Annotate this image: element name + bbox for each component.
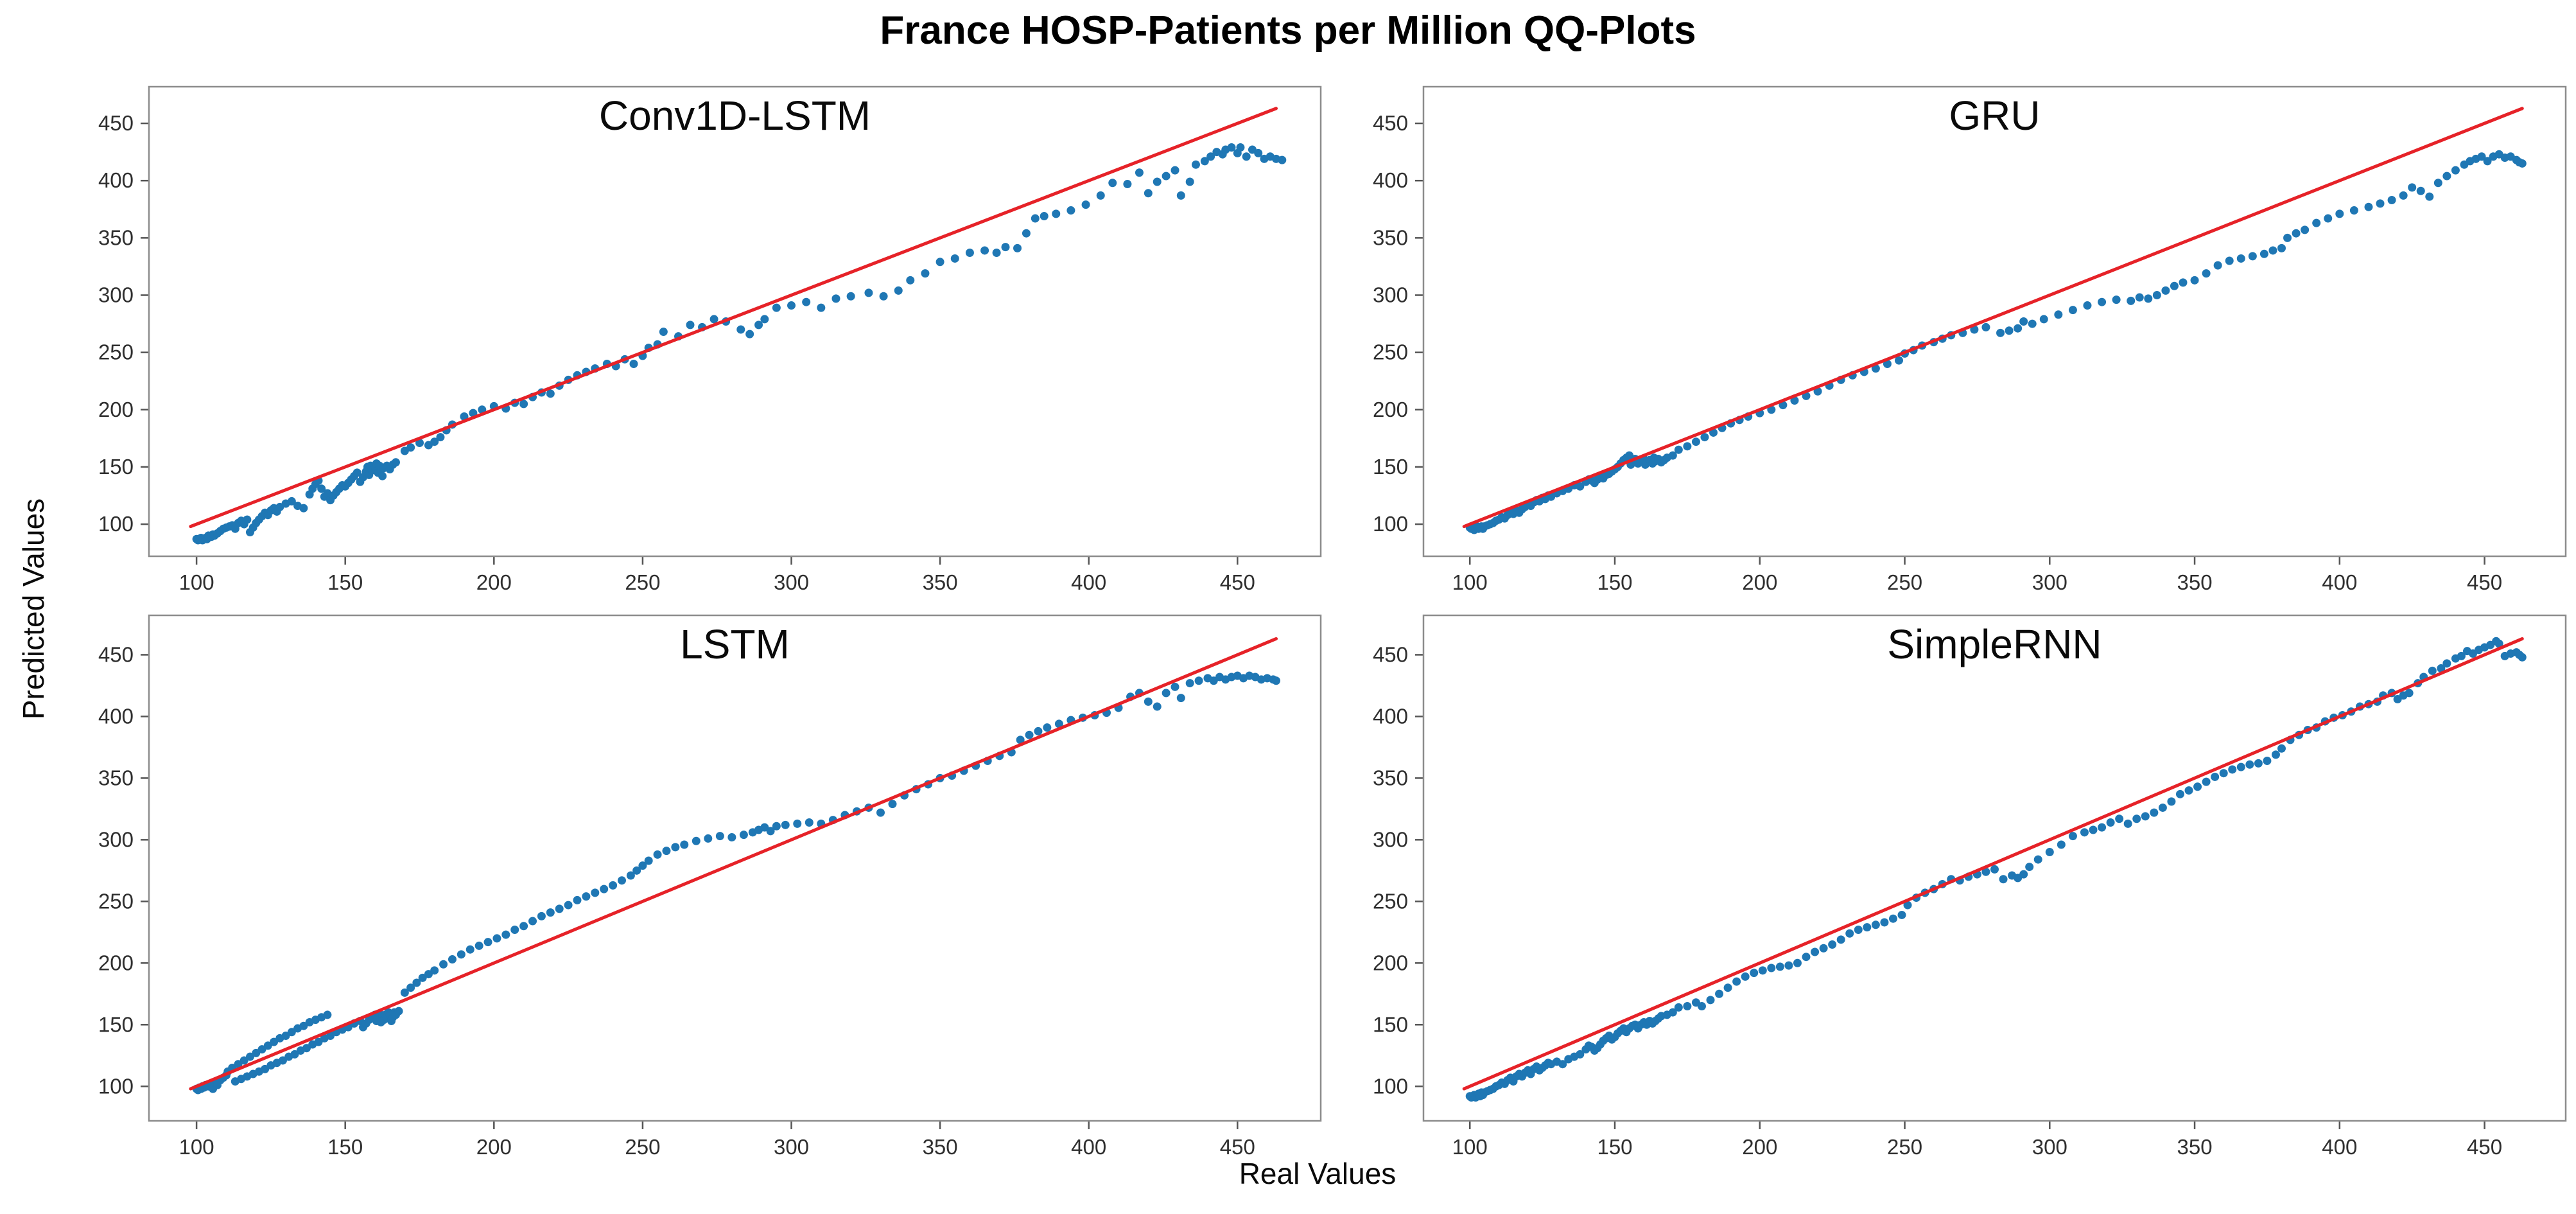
svg-text:350: 350 <box>923 570 958 594</box>
svg-text:200: 200 <box>98 398 134 421</box>
svg-text:300: 300 <box>2032 570 2067 594</box>
svg-text:200: 200 <box>1373 398 1408 421</box>
svg-text:100: 100 <box>98 1074 134 1098</box>
svg-text:400: 400 <box>1373 704 1408 728</box>
svg-text:200: 200 <box>476 1135 512 1159</box>
svg-text:450: 450 <box>2467 570 2502 594</box>
panel-gru: 100 150 200 250 300 350 400 450 100 150 200 250 300 3… <box>1373 85 2567 594</box>
svg-text:250: 250 <box>625 570 660 594</box>
axis-ticks: 100 150 200 250 300 350 400 450 100 150 200 250 300 3… <box>98 111 1255 594</box>
svg-text:150: 150 <box>327 1135 363 1159</box>
svg-text:100: 100 <box>1452 570 1488 594</box>
svg-text:350: 350 <box>1373 225 1408 249</box>
svg-text:300: 300 <box>1373 827 1408 851</box>
svg-text:350: 350 <box>2177 1135 2213 1159</box>
plot-simplernn: 100 150 200 250 300 350 400 450 100 150 200 250 300 3… <box>1373 614 2567 1159</box>
svg-text:450: 450 <box>98 111 134 135</box>
svg-text:250: 250 <box>1373 340 1408 364</box>
svg-text:100: 100 <box>1373 1074 1408 1098</box>
identity-line <box>1462 107 2524 529</box>
x-axis-label: Real Values <box>1239 1157 1397 1190</box>
identity-line <box>1462 637 2524 1091</box>
figure-title: France HOSP-Patients per Million QQ-Plot… <box>880 8 1696 53</box>
svg-text:200: 200 <box>476 570 512 594</box>
identity-line <box>189 107 1278 529</box>
svg-text:200: 200 <box>1742 1135 1777 1159</box>
svg-text:250: 250 <box>98 340 134 364</box>
panel-simplernn: 100 150 200 250 300 350 400 450 100 150 200 250 300 3… <box>1373 614 2567 1159</box>
plot-border <box>148 85 1322 558</box>
plot-conv1d-lstm: 100 150 200 250 300 350 400 450 100 150 200 250 300 3… <box>98 85 1322 594</box>
svg-text:400: 400 <box>1373 168 1408 192</box>
svg-text:250: 250 <box>625 1135 660 1159</box>
identity-line <box>189 637 1278 1091</box>
y-axis-label: Predicted Values <box>17 498 50 720</box>
svg-text:150: 150 <box>1597 570 1632 594</box>
svg-text:250: 250 <box>1887 1135 1922 1159</box>
scatter-points <box>192 143 1287 545</box>
svg-text:450: 450 <box>98 642 134 666</box>
svg-text:150: 150 <box>1597 1135 1632 1159</box>
svg-text:400: 400 <box>98 704 134 728</box>
svg-text:350: 350 <box>98 225 134 249</box>
svg-text:350: 350 <box>923 1135 958 1159</box>
svg-text:300: 300 <box>1373 283 1408 306</box>
svg-text:100: 100 <box>1452 1135 1488 1159</box>
svg-text:450: 450 <box>1220 570 1255 594</box>
svg-text:150: 150 <box>98 1012 134 1036</box>
svg-text:250: 250 <box>1373 889 1408 913</box>
svg-text:400: 400 <box>98 168 134 192</box>
plot-border <box>1422 614 2567 1122</box>
svg-text:450: 450 <box>1373 642 1408 666</box>
axis-ticks: 100 150 200 250 300 350 400 450 100 150 200 250 300 3… <box>1373 111 2502 594</box>
svg-text:150: 150 <box>98 455 134 479</box>
svg-text:300: 300 <box>98 283 134 306</box>
panel-conv1d-lstm: 100 150 200 250 300 350 400 450 100 150 200 250 300 3… <box>98 85 1322 594</box>
plot-border <box>1422 85 2567 558</box>
svg-text:300: 300 <box>2032 1135 2067 1159</box>
plot-gru: 100 150 200 250 300 350 400 450 100 150 200 250 300 3… <box>1373 85 2567 594</box>
scatter-points <box>1465 150 2527 534</box>
svg-text:150: 150 <box>1373 1012 1408 1036</box>
svg-text:400: 400 <box>1071 1135 1106 1159</box>
svg-text:150: 150 <box>1373 455 1408 479</box>
svg-text:400: 400 <box>1071 570 1106 594</box>
svg-text:100: 100 <box>179 1135 214 1159</box>
svg-text:250: 250 <box>98 889 134 913</box>
svg-text:350: 350 <box>1373 766 1408 789</box>
svg-text:200: 200 <box>98 951 134 974</box>
axis-ticks: 100 150 200 250 300 350 400 450 100 150 200 250 300 3… <box>1373 642 2502 1159</box>
axis-ticks: 100 150 200 250 300 350 400 450 100 150 200 250 300 3… <box>98 642 1255 1159</box>
svg-text:300: 300 <box>98 827 134 851</box>
svg-text:300: 300 <box>774 1135 809 1159</box>
svg-text:350: 350 <box>98 766 134 789</box>
plot-lstm: 100 150 200 250 300 350 400 450 100 150 200 250 300 3… <box>98 614 1322 1159</box>
svg-text:100: 100 <box>179 570 214 594</box>
svg-text:450: 450 <box>1220 1135 1255 1159</box>
scatter-points <box>1465 637 2527 1102</box>
panel-lstm: 100 150 200 250 300 350 400 450 100 150 200 250 300 3… <box>98 614 1322 1159</box>
svg-text:200: 200 <box>1742 570 1777 594</box>
svg-text:150: 150 <box>327 570 363 594</box>
svg-text:100: 100 <box>1373 512 1408 536</box>
svg-text:450: 450 <box>2467 1135 2502 1159</box>
svg-text:350: 350 <box>2177 570 2213 594</box>
svg-text:250: 250 <box>1887 570 1922 594</box>
svg-text:300: 300 <box>774 570 809 594</box>
svg-text:200: 200 <box>1373 951 1408 974</box>
scatter-points <box>192 671 1281 1095</box>
svg-text:400: 400 <box>2322 1135 2357 1159</box>
svg-text:450: 450 <box>1373 111 1408 135</box>
svg-text:400: 400 <box>2322 570 2357 594</box>
plot-border <box>148 614 1322 1122</box>
svg-text:100: 100 <box>98 512 134 536</box>
